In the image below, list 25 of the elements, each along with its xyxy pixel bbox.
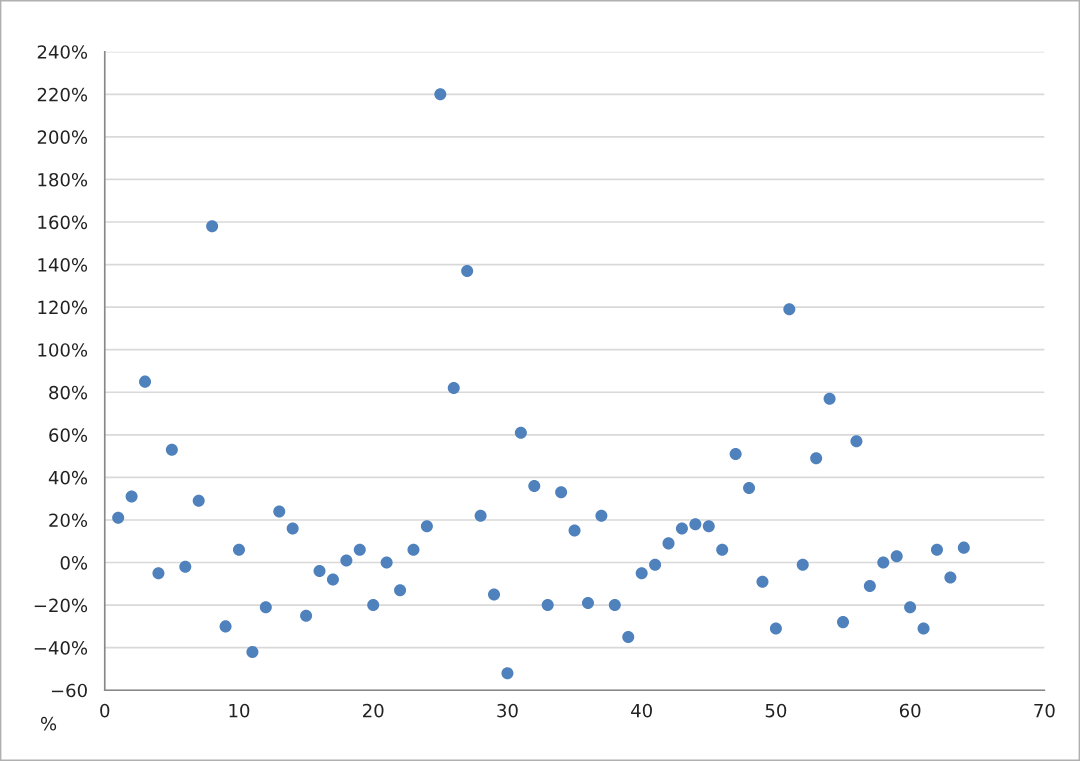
- y-tick-label: 80%: [49, 385, 88, 400]
- x-tick-label: 0: [100, 703, 110, 718]
- x-tick-label: 30: [497, 703, 518, 718]
- y-tick-label: 120%: [38, 300, 88, 315]
- x-tick-label: 40: [631, 703, 652, 718]
- y-tick-label: 200%: [37, 130, 88, 144]
- y-tick-label: −60: [51, 683, 87, 698]
- text: %: [40, 716, 57, 731]
- x-tick-label: 20: [363, 703, 384, 718]
- y-tick-label: 240%: [37, 45, 88, 59]
- y-tick-label: 60%: [49, 428, 88, 442]
- y-tick-label: 140%: [38, 258, 88, 272]
- y-tick-label: 20%: [49, 513, 88, 528]
- y-tick-label: −20%: [34, 598, 88, 613]
- x-tick-label: 70: [1034, 703, 1055, 718]
- y-tick-label: 160%: [38, 215, 88, 230]
- y-tick-label: 40%: [48, 470, 88, 485]
- y-tick-label: 0%: [60, 555, 88, 570]
- y-tick-label: 220%: [37, 87, 88, 102]
- x-tick-label: 50: [765, 703, 787, 718]
- y-tick-label: 180%: [38, 172, 88, 187]
- x-tick-label: 10: [229, 703, 250, 718]
- y-tick-label: 100%: [38, 343, 88, 357]
- x-tick-label: 60: [899, 703, 921, 718]
- y-tick-label: −40%: [34, 641, 88, 655]
